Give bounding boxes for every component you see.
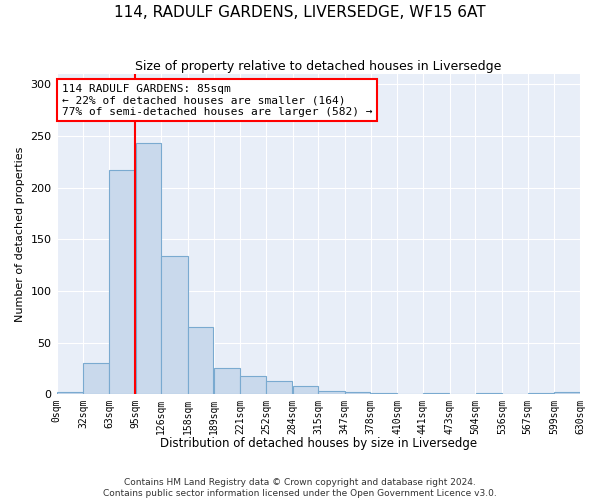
- Bar: [293, 386, 318, 394]
- Bar: [476, 393, 502, 394]
- Bar: [136, 144, 161, 394]
- Bar: [371, 393, 397, 394]
- Bar: [319, 391, 344, 394]
- Bar: [345, 392, 370, 394]
- Bar: [109, 170, 135, 394]
- Bar: [266, 380, 292, 394]
- Bar: [241, 376, 266, 394]
- Bar: [188, 327, 214, 394]
- Title: Size of property relative to detached houses in Liversedge: Size of property relative to detached ho…: [135, 60, 502, 73]
- Text: 114, RADULF GARDENS, LIVERSEDGE, WF15 6AT: 114, RADULF GARDENS, LIVERSEDGE, WF15 6A…: [114, 5, 486, 20]
- Bar: [83, 363, 109, 394]
- Y-axis label: Number of detached properties: Number of detached properties: [15, 146, 25, 322]
- Bar: [528, 393, 554, 394]
- Text: 114 RADULF GARDENS: 85sqm
← 22% of detached houses are smaller (164)
77% of semi: 114 RADULF GARDENS: 85sqm ← 22% of detac…: [62, 84, 372, 117]
- Bar: [214, 368, 240, 394]
- Bar: [161, 256, 188, 394]
- Bar: [423, 393, 449, 394]
- Bar: [57, 392, 83, 394]
- X-axis label: Distribution of detached houses by size in Liversedge: Distribution of detached houses by size …: [160, 437, 477, 450]
- Text: Contains HM Land Registry data © Crown copyright and database right 2024.
Contai: Contains HM Land Registry data © Crown c…: [103, 478, 497, 498]
- Bar: [554, 392, 580, 394]
